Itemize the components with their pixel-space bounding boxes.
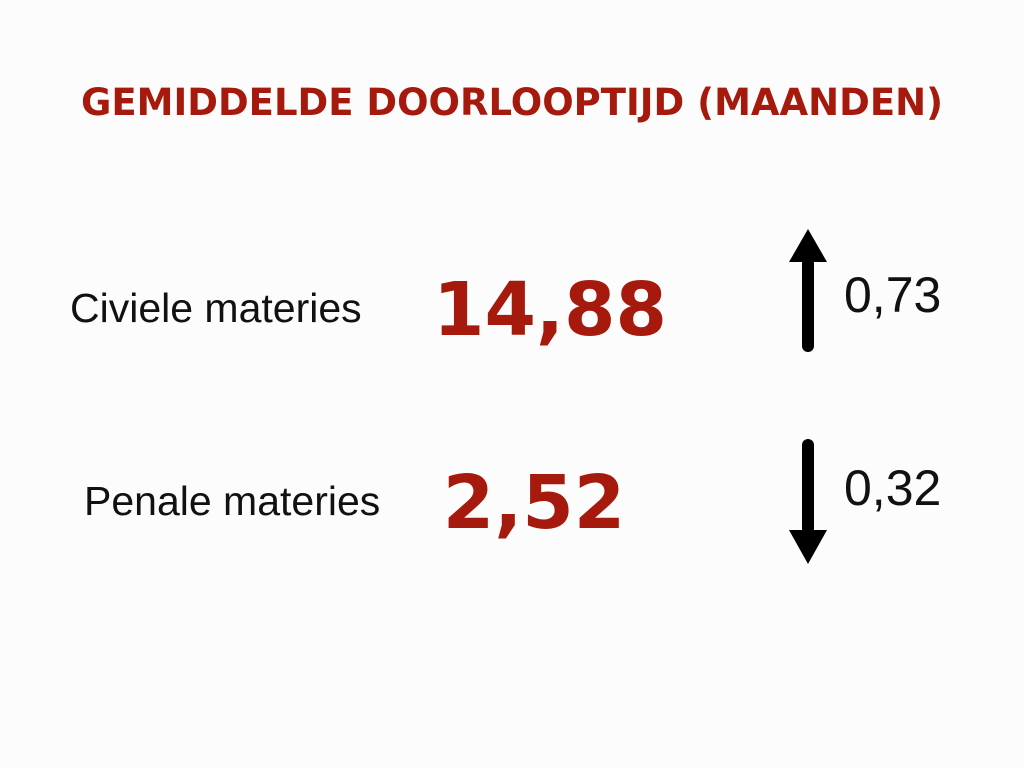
arrow-up (789, 229, 827, 352)
row-value: 14,88 (432, 267, 668, 353)
row-change: 0,73 (844, 267, 942, 323)
row-label: Civiele materies (70, 285, 362, 331)
row-label: Penale materies (84, 478, 381, 524)
arrow-down (789, 439, 827, 564)
row-value: 2,52 (442, 460, 626, 546)
title: GEMIDDELDE DOORLOOPTIJD (MAANDEN) (81, 81, 943, 124)
row-change: 0,32 (844, 460, 942, 516)
